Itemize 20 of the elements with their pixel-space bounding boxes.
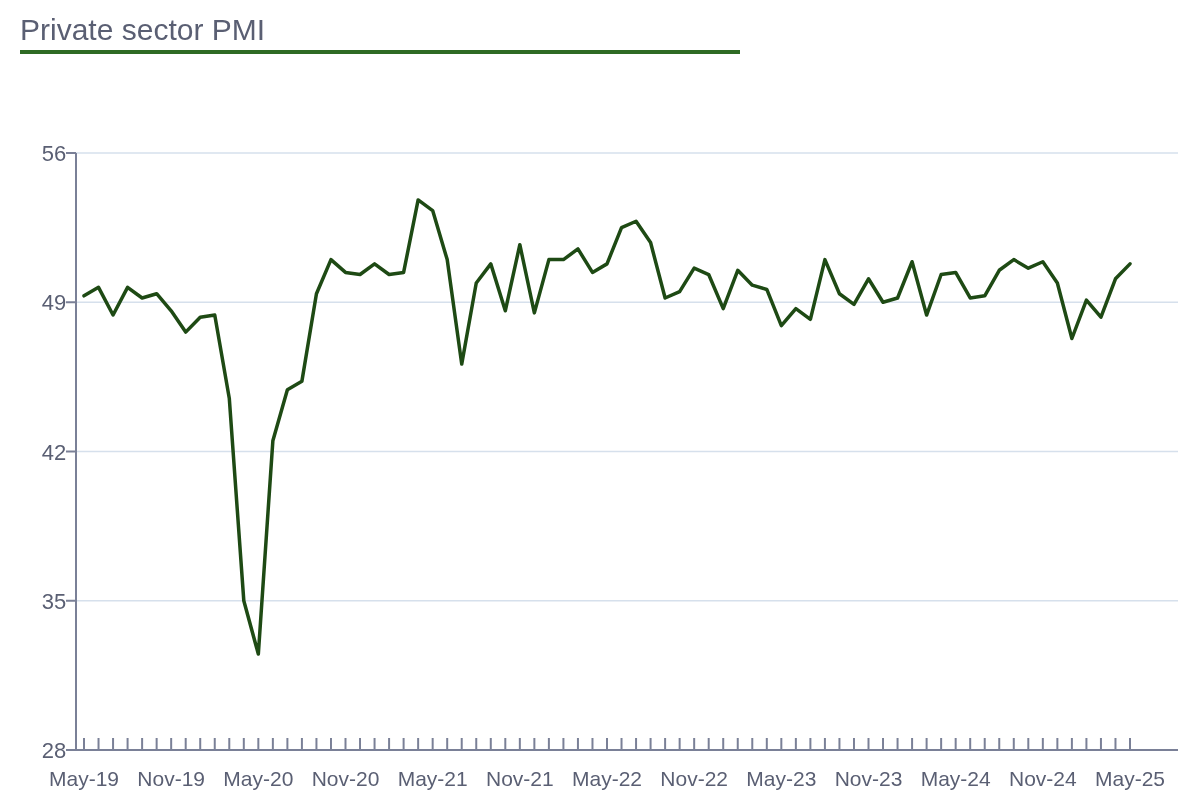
y-tick-label: 42 xyxy=(41,439,67,465)
x-tick-label: May-24 xyxy=(920,767,991,790)
x-tick-label: Nov-23 xyxy=(834,767,903,790)
y-tick-label: 28 xyxy=(41,738,67,763)
x-tick-label: Nov-21 xyxy=(485,767,554,790)
y-tick-label: 35 xyxy=(41,588,67,614)
x-tick-label: May-25 xyxy=(1094,767,1166,790)
x-tick-label: Nov-20 xyxy=(311,767,380,790)
x-tick-label: May-19 xyxy=(48,767,120,790)
line-series xyxy=(82,198,1132,656)
x-tick-label: May-21 xyxy=(397,767,468,790)
x-tick-label: Nov-24 xyxy=(1008,767,1077,790)
x-tick-label: May-20 xyxy=(223,767,294,790)
chart-title: Private sector PMI xyxy=(20,13,266,46)
x-tick-label: Nov-19 xyxy=(137,767,206,790)
y-tick-label: 56 xyxy=(41,141,67,166)
y-tick-label: 49 xyxy=(41,290,67,316)
x-tick-label: May-23 xyxy=(746,767,817,790)
x-tick-label: May-22 xyxy=(571,767,643,790)
x-tick-label: Nov-22 xyxy=(660,767,729,790)
